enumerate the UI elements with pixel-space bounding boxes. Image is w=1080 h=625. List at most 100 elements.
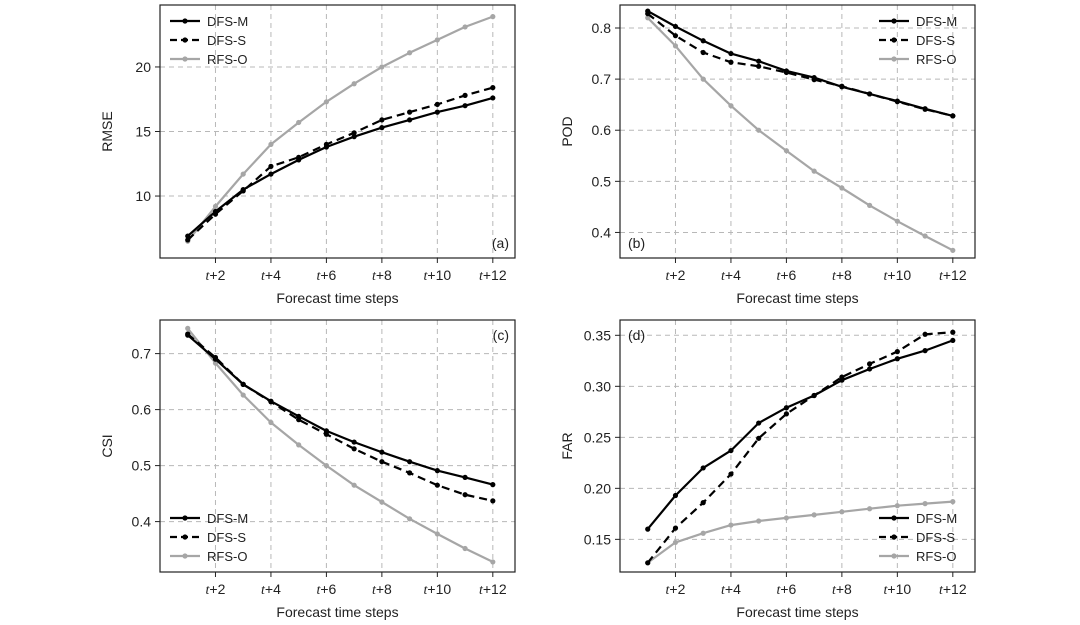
data-point-dfs-s xyxy=(783,411,790,417)
data-point-rfs-o xyxy=(672,539,679,546)
x-axis-title: Forecast time steps xyxy=(276,604,398,620)
data-point-rfs-o xyxy=(351,81,357,87)
data-point-dfs-m xyxy=(462,103,468,109)
data-point-rfs-o xyxy=(296,119,302,126)
data-point-rfs-o xyxy=(645,15,651,21)
data-point-dfs-s xyxy=(645,560,651,566)
data-point-rfs-o xyxy=(783,148,790,154)
data-point-dfs-m xyxy=(700,465,706,471)
data-point-rfs-o xyxy=(783,515,790,521)
series-line-rfs-o xyxy=(647,500,953,564)
data-point-dfs-m xyxy=(379,125,385,131)
data-point-dfs-m xyxy=(672,492,679,499)
y-axis-title: CSI xyxy=(99,434,115,457)
data-point-rfs-o xyxy=(434,37,440,43)
data-point-rfs-o xyxy=(407,516,413,522)
x-tick-label: t+2 xyxy=(206,267,226,284)
x-tick-label: t+6 xyxy=(776,267,796,284)
data-point-rfs-o xyxy=(351,482,357,488)
data-point-dfs-s xyxy=(240,381,246,387)
data-point-dfs-s xyxy=(811,77,817,83)
legend-marker xyxy=(891,534,897,540)
data-point-dfs-s xyxy=(700,500,706,506)
data-point-dfs-m xyxy=(351,439,357,445)
y-tick-label: 0.25 xyxy=(584,429,611,445)
data-point-dfs-s xyxy=(296,154,302,160)
y-tick-label: 10 xyxy=(135,188,151,204)
legend-label-rfs-o: RFS-O xyxy=(207,52,247,67)
data-point-dfs-s xyxy=(185,331,191,337)
legend-marker xyxy=(891,515,897,521)
legend-label-rfs-o: RFS-O xyxy=(916,52,956,67)
x-tick-label: t+4 xyxy=(721,267,741,284)
x-tick-label: t+4 xyxy=(261,267,281,284)
data-point-rfs-o xyxy=(950,247,956,253)
legend-label-dfs-m: DFS-M xyxy=(207,14,248,29)
data-point-rfs-o xyxy=(490,559,496,565)
data-point-dfs-m xyxy=(645,526,651,532)
data-point-dfs-s xyxy=(645,11,651,17)
data-point-rfs-o xyxy=(268,419,274,426)
data-point-dfs-s xyxy=(490,85,496,91)
data-point-rfs-o xyxy=(756,127,762,133)
plot-frame xyxy=(619,319,976,573)
data-point-dfs-s xyxy=(434,101,440,107)
data-point-dfs-m xyxy=(351,134,357,140)
data-point-dfs-m xyxy=(922,348,928,354)
series-line-dfs-m xyxy=(646,339,954,530)
legend-label-dfs-s: DFS-S xyxy=(207,530,246,545)
data-point-rfs-o xyxy=(462,545,468,552)
legend: DFS-M DFS-S RFS-O xyxy=(879,511,957,564)
series-line-rfs-o xyxy=(186,15,494,242)
panel-b: 0.4 0.5 0.6 0.7 0.8 t+2 t+4 t+6 t+8 t+10 t+12 Forec… xyxy=(559,4,976,306)
y-tick-label: 0.5 xyxy=(592,173,612,189)
data-point-dfs-s xyxy=(894,349,900,355)
x-tick-label: t+4 xyxy=(721,581,741,598)
data-point-dfs-m xyxy=(407,459,413,465)
x-tick-label: t+2 xyxy=(206,581,226,598)
data-point-rfs-o xyxy=(268,141,274,148)
data-point-dfs-m xyxy=(783,405,790,411)
data-point-dfs-m xyxy=(728,50,734,57)
y-axis-title: FAR xyxy=(559,432,575,459)
legend-label-dfs-s: DFS-S xyxy=(916,33,955,48)
data-point-dfs-s xyxy=(268,163,274,169)
data-point-dfs-m xyxy=(894,356,900,362)
data-point-dfs-m xyxy=(434,468,440,474)
data-point-dfs-s xyxy=(894,99,900,105)
data-point-rfs-o xyxy=(379,64,385,70)
legend-marker xyxy=(891,37,897,43)
panel-c: 0.4 0.5 0.6 0.7 t+2 t+4 t+6 t+8 t+10 t+12 Forecast… xyxy=(99,319,516,620)
y-tick-label: 0.7 xyxy=(592,71,612,87)
legend-marker xyxy=(891,18,897,24)
data-point-dfs-m xyxy=(268,171,274,177)
data-point-dfs-s xyxy=(728,471,734,477)
data-point-dfs-s xyxy=(323,141,330,148)
data-point-rfs-o xyxy=(240,392,246,398)
y-axis-title: POD xyxy=(559,116,575,146)
legend-marker xyxy=(891,553,897,559)
x-tick-label: t+12 xyxy=(479,581,507,598)
data-point-dfs-s xyxy=(434,482,440,488)
x-tick-label: t+2 xyxy=(666,581,686,598)
data-point-dfs-m xyxy=(490,95,496,101)
data-point-dfs-s xyxy=(462,92,468,98)
x-tick-label: t+10 xyxy=(884,267,912,284)
data-point-dfs-m xyxy=(700,38,706,44)
data-point-dfs-s xyxy=(296,417,302,423)
data-point-dfs-s xyxy=(839,374,845,380)
panel-a: 10 15 20 t+2 t+4 t+6 t+8 t+10 t+12 Forecast time … xyxy=(99,4,516,306)
data-point-rfs-o xyxy=(700,76,706,82)
series-line-dfs-s xyxy=(646,331,953,564)
x-tick-label: t+10 xyxy=(884,581,912,598)
data-point-rfs-o xyxy=(728,522,734,528)
data-point-dfs-s xyxy=(407,109,413,115)
legend: DFS-M DFS-S RFS-O xyxy=(170,14,248,67)
data-point-rfs-o xyxy=(922,233,928,239)
legend-label-dfs-m: DFS-M xyxy=(207,511,248,526)
x-tick-label: t+10 xyxy=(424,581,452,598)
data-point-rfs-o xyxy=(462,24,468,30)
data-point-dfs-s xyxy=(922,106,928,112)
plot-frame xyxy=(619,4,976,259)
